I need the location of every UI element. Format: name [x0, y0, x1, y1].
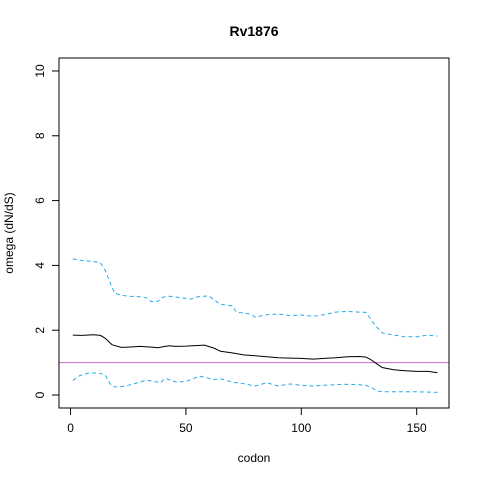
chart-title: Rv1876 — [229, 23, 278, 39]
y-tick-label: 6 — [33, 197, 47, 204]
y-tick-label: 10 — [33, 64, 47, 78]
x-tick-label: 150 — [407, 421, 427, 435]
axes: 0 50 100 150 0 2 4 6 8 10 — [33, 64, 427, 435]
x-tick-label: 0 — [67, 421, 74, 435]
y-axis-label: omega (dN/dS) — [2, 192, 16, 273]
x-tick-label: 50 — [179, 421, 193, 435]
series-line-3 — [72, 372, 438, 393]
x-axis-label: codon — [238, 451, 271, 465]
y-tick-label: 4 — [33, 262, 47, 269]
y-tick-label: 2 — [33, 327, 47, 334]
y-tick-label: 0 — [33, 391, 47, 398]
series-line-2 — [72, 258, 438, 338]
plot-area — [59, 258, 449, 393]
series-line-1 — [72, 334, 438, 374]
y-tick-label: 8 — [33, 132, 47, 139]
x-tick-label: 100 — [291, 421, 311, 435]
